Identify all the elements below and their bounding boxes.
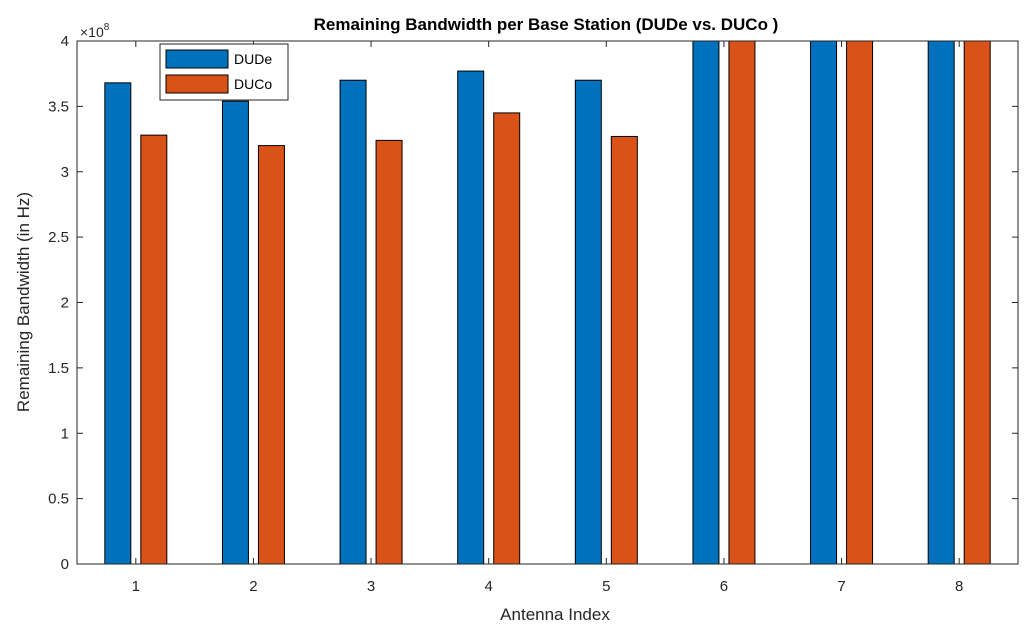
y-tick-label: 0.5 bbox=[48, 491, 69, 508]
bar-dude-5 bbox=[574, 79, 602, 565]
legend-swatch-duco bbox=[165, 74, 229, 94]
y-tick-label: 2.5 bbox=[48, 229, 69, 246]
bar-duco-6 bbox=[728, 40, 756, 565]
bar-duco-8 bbox=[963, 40, 991, 565]
y-tick-label: 2 bbox=[61, 295, 69, 312]
y-tick-label: 3.5 bbox=[48, 98, 69, 115]
bar-duco-2 bbox=[257, 145, 285, 565]
y-tick-label: 4 bbox=[61, 33, 69, 50]
x-axis-label: Antenna Index bbox=[500, 605, 610, 624]
chart-title: Remaining Bandwidth per Base Station (DU… bbox=[314, 15, 779, 34]
bars-group bbox=[104, 40, 991, 565]
bar-dude-7 bbox=[810, 40, 838, 565]
plot-background bbox=[77, 41, 1018, 564]
y-axis-label: Remaining Bandwidth (in Hz) bbox=[14, 192, 33, 412]
bar-dude-1 bbox=[104, 82, 132, 565]
x-tick-label: 4 bbox=[485, 578, 493, 595]
legend: DUDe DUCo bbox=[159, 43, 289, 101]
bar-dude-4 bbox=[457, 70, 485, 565]
y-tick-label: 1 bbox=[61, 425, 69, 442]
legend-label-duco: DUCo bbox=[234, 76, 272, 92]
bar-dude-8 bbox=[927, 40, 955, 565]
y-axis-exponent: ×108 bbox=[80, 22, 110, 40]
x-tick-label: 5 bbox=[602, 578, 610, 595]
legend-swatch-dude bbox=[165, 49, 229, 69]
x-tick-label: 7 bbox=[837, 578, 845, 595]
bar-duco-5 bbox=[610, 135, 638, 565]
legend-label-dude: DUDe bbox=[234, 51, 272, 67]
y-tick-label: 0 bbox=[61, 556, 69, 573]
plot-area bbox=[77, 41, 1018, 564]
bar-duco-4 bbox=[493, 112, 521, 565]
bar-duco-3 bbox=[375, 139, 403, 565]
bar-duco-7 bbox=[846, 40, 874, 565]
axes-group: 0 0.5 1 1.5 2 2.5 3 3.5 4 1 2 3 4 5 6 7 8 bbox=[48, 33, 1019, 595]
bar-dude-2 bbox=[221, 100, 249, 565]
x-tick-label: 1 bbox=[132, 578, 140, 595]
bar-duco-1 bbox=[140, 134, 168, 565]
y-tick-label: 3 bbox=[61, 164, 69, 181]
x-tick-label: 6 bbox=[720, 578, 728, 595]
y-tick-label: 1.5 bbox=[48, 360, 69, 377]
x-tick-label: 2 bbox=[249, 578, 257, 595]
bar-dude-3 bbox=[339, 79, 367, 565]
x-tick-label: 8 bbox=[955, 578, 963, 595]
bar-dude-6 bbox=[692, 40, 720, 565]
x-tick-label: 3 bbox=[367, 578, 375, 595]
